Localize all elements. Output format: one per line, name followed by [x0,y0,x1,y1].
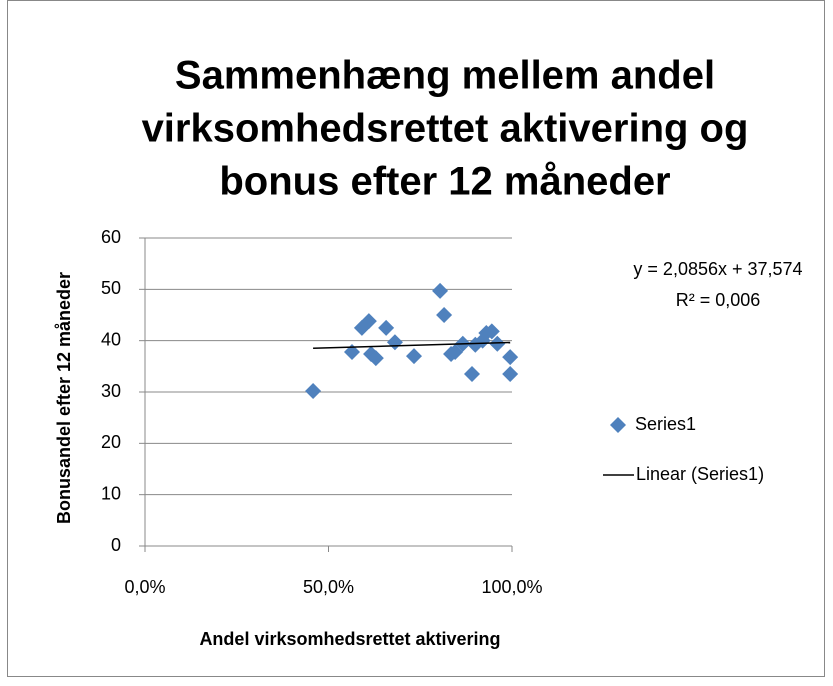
point [483,323,500,340]
trend-equation: y = 2,0856x + 37,574 [633,259,802,279]
x-axis-label: Andel virksomhedsrettet aktivering [199,629,500,649]
point [432,282,449,299]
point [406,348,423,365]
y-tick-label: 10 [101,483,121,503]
point [502,349,519,366]
point [360,313,377,330]
chart-title: virksomhedsrettet aktivering og [142,107,749,151]
legend-marker [610,417,626,433]
y-axis-label: Bonusandel efter 12 måneder [54,272,74,524]
point [502,366,519,383]
legend-label: Linear (Series1) [636,464,764,484]
chart-title: Sammenhæng mellem andel [175,54,715,98]
trendline [313,341,511,349]
point [489,335,506,352]
point [378,319,395,336]
y-tick-label: 60 [101,227,121,247]
x-tick-label: 50,0% [303,577,354,597]
point [367,350,384,367]
y-tick-label: 50 [101,278,121,298]
legend-label: Series1 [635,414,696,434]
x-tick-label: 100,0% [481,577,542,597]
trend-r2: R² = 0,006 [676,290,761,310]
point [436,307,453,323]
x-tick-label: 0,0% [124,577,165,597]
y-tick-label: 30 [101,381,121,401]
y-tick-label: 40 [101,329,121,349]
point [463,366,480,383]
point [343,343,360,360]
y-tick-label: 0 [111,535,121,555]
chart-frame [7,0,825,677]
point [305,382,322,399]
y-tick-label: 20 [101,432,121,452]
chart-title: bonus efter 12 måneder [219,160,670,204]
